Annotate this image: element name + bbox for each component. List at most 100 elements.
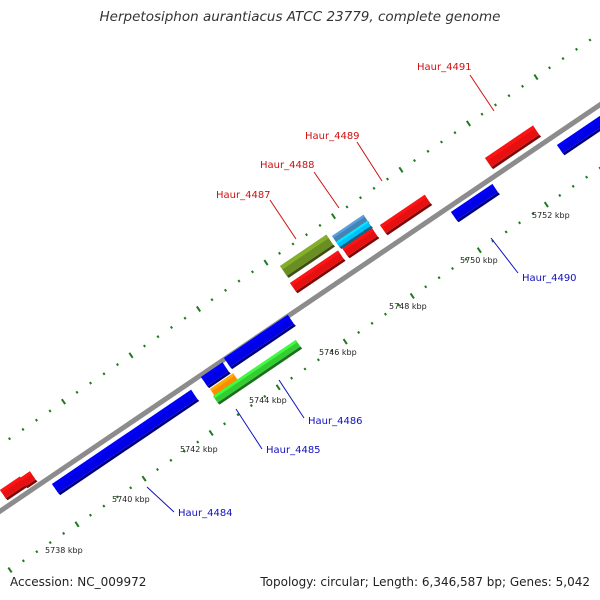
minor-tick <box>236 413 240 417</box>
minor-tick <box>357 330 361 335</box>
minor-tick <box>426 149 430 153</box>
minor-tick <box>223 288 228 292</box>
minor-tick <box>571 184 575 188</box>
gene-Haur_4490[interactable] <box>451 183 501 223</box>
major-tick <box>533 74 539 81</box>
gene-label[interactable]: Haur_4484 <box>178 508 233 519</box>
label-leader-line <box>313 171 340 209</box>
minor-tick <box>21 559 25 563</box>
minor-tick <box>115 362 120 367</box>
minor-tick <box>48 541 52 545</box>
topology-summary-text: Topology: circular; Length: 6,346,587 bp… <box>260 575 590 589</box>
minor-tick <box>561 56 565 61</box>
label-leader-line <box>278 379 305 419</box>
minor-tick <box>370 321 374 325</box>
minor-tick <box>372 186 376 190</box>
gene-Haur_4484[interactable] <box>52 389 200 496</box>
minor-tick <box>531 212 535 216</box>
minor-tick <box>304 233 309 237</box>
gene-Haur_4486[interactable] <box>213 339 303 405</box>
minor-tick <box>48 409 52 413</box>
minor-tick <box>250 270 255 274</box>
feature-unlabeled-forward[interactable] <box>20 471 38 489</box>
feature-unlabeled-forward[interactable] <box>380 194 433 236</box>
minor-tick <box>585 175 589 179</box>
minor-tick <box>115 495 119 499</box>
minor-tick <box>223 422 227 426</box>
minor-tick <box>480 112 484 116</box>
major-tick <box>275 384 281 391</box>
minor-tick <box>439 140 444 144</box>
label-leader-line <box>490 237 519 274</box>
minor-tick <box>263 394 267 398</box>
major-tick <box>409 292 415 299</box>
minor-tick <box>412 158 417 163</box>
minor-tick <box>290 376 294 380</box>
gene-Haur_4491[interactable] <box>485 125 542 170</box>
feature-unlabeled-reverse[interactable] <box>201 362 231 389</box>
minor-tick <box>330 349 334 353</box>
minor-tick <box>558 193 562 197</box>
gene-label[interactable]: Haur_4489 <box>305 131 360 142</box>
gene-Haur_4487[interactable] <box>280 234 336 278</box>
genome-backbone <box>0 101 600 515</box>
minor-tick <box>588 38 592 42</box>
minor-tick <box>520 84 525 88</box>
gene-label[interactable]: Haur_4486 <box>308 416 363 427</box>
minor-tick <box>102 372 106 376</box>
minor-tick <box>155 467 160 472</box>
minor-tick <box>62 531 66 536</box>
minor-tick <box>277 251 282 255</box>
minor-tick <box>169 458 173 462</box>
minor-tick <box>504 230 508 234</box>
major-tick <box>208 429 214 436</box>
minor-tick <box>316 358 320 362</box>
minor-tick <box>358 196 363 200</box>
feature-unlabeled-reverse[interactable] <box>557 114 600 156</box>
minor-tick <box>102 504 106 508</box>
minor-tick <box>21 427 25 432</box>
gene-Haur_4489[interactable] <box>336 220 373 249</box>
tick-label: 5742 kbp <box>180 445 218 454</box>
feature-unlabeled-reverse[interactable] <box>224 314 296 370</box>
major-tick <box>263 259 269 266</box>
accession-text: Accession: NC_009972 <box>10 575 147 589</box>
major-tick <box>543 201 549 208</box>
minor-tick <box>156 335 160 339</box>
minor-tick <box>318 223 322 228</box>
gene-label[interactable]: Haur_4490 <box>522 273 577 284</box>
minor-tick <box>182 449 186 453</box>
minor-tick <box>507 94 511 98</box>
minor-tick <box>397 303 401 307</box>
gene-label[interactable]: Haur_4491 <box>417 62 472 73</box>
minor-tick <box>518 221 522 225</box>
feature-unlabeled-forward[interactable] <box>342 227 380 259</box>
minor-tick <box>385 177 390 181</box>
minor-tick <box>453 131 457 135</box>
major-tick <box>330 213 337 220</box>
gene-label[interactable]: Haur_4488 <box>260 160 315 171</box>
feature-layer <box>0 114 600 501</box>
feature-unlabeled-forward[interactable] <box>0 476 28 501</box>
gene-label[interactable]: Haur_4485 <box>266 445 321 456</box>
minor-tick <box>210 298 214 302</box>
major-tick <box>7 566 13 574</box>
label-leader-line <box>356 141 383 182</box>
minor-tick <box>464 257 468 261</box>
minor-tick <box>75 390 79 394</box>
feature-unlabeled-forward[interactable] <box>290 250 346 294</box>
minor-tick <box>249 403 253 408</box>
minor-tick <box>7 437 12 441</box>
major-tick <box>476 247 482 254</box>
minor-tick <box>291 242 295 246</box>
tick-label: 5740 kbp <box>112 495 150 504</box>
major-tick <box>128 352 134 359</box>
label-leader-line <box>469 74 495 112</box>
gene-label[interactable]: Haur_4487 <box>216 190 271 201</box>
minor-tick <box>383 312 387 316</box>
minor-tick <box>437 276 441 280</box>
minor-tick <box>574 47 579 51</box>
tick-label: 5738 kbp <box>45 546 83 555</box>
major-tick <box>60 398 67 405</box>
major-tick <box>74 521 80 528</box>
